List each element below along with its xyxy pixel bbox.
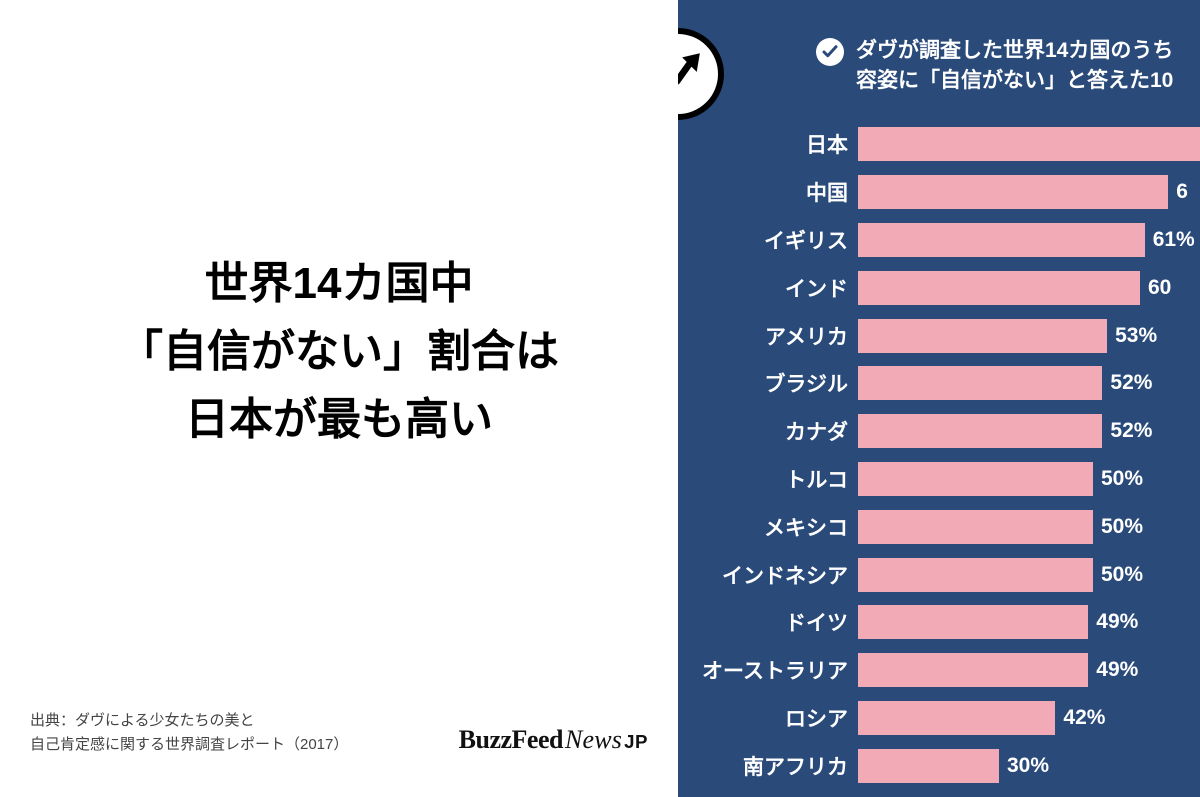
bar-label: ドイツ	[698, 607, 858, 637]
headline-panel: 世界14カ国中 「自信がない」割合は 日本が最も高い 出典：ダヴによる少女たちの…	[0, 0, 678, 797]
bar-row: ブラジル 52%	[698, 362, 1200, 405]
chart-title-line-1: ダヴが調査した世界14カ国のうち	[856, 36, 1173, 66]
bar-label: 日本	[698, 129, 858, 159]
bar-fill	[858, 701, 1055, 735]
bar-value: 53%	[1115, 324, 1157, 348]
bar-label: ロシア	[698, 703, 858, 733]
bar-row: 中国 6	[698, 171, 1200, 214]
bar-fill	[858, 271, 1140, 305]
headline-line-3: 日本が最も高い	[0, 386, 678, 454]
bar-value: 6	[1176, 180, 1188, 204]
brand-buzzfeed: BuzzFeed	[459, 725, 563, 754]
chart-title-row: ダヴが調査した世界14カ国のうち 容姿に「自信がない」と答えた10	[816, 36, 1200, 97]
bar-value: 60	[1148, 276, 1171, 300]
bar-track: 49%	[858, 605, 1200, 639]
headline-line-1: 世界14カ国中	[0, 250, 678, 318]
bar-fill	[858, 558, 1093, 592]
bar-fill	[858, 462, 1093, 496]
source-line-2: 自己肯定感に関する世界調査レポート（2017）	[30, 733, 348, 757]
bar-row: ロシア 42%	[698, 696, 1200, 739]
bar-row: ドイツ 49%	[698, 601, 1200, 644]
bar-label: 中国	[698, 177, 858, 207]
bar-row: 南アフリカ 30%	[698, 744, 1200, 787]
bar-fill	[858, 605, 1088, 639]
bar-row: インドネシア 50%	[698, 553, 1200, 596]
chart-panel: ダヴが調査した世界14カ国のうち 容姿に「自信がない」と答えた10 日本中国 6 イ…	[678, 0, 1200, 797]
bar-label: アメリカ	[698, 321, 858, 351]
bar-fill	[858, 175, 1168, 209]
brand-logo: BuzzFeedNewsJP	[459, 725, 648, 755]
bar-track: 49%	[858, 653, 1200, 687]
bar-row: 日本	[698, 123, 1200, 166]
bar-row: メキシコ 50%	[698, 505, 1200, 548]
bar-value: 52%	[1110, 371, 1152, 395]
bar-value: 50%	[1101, 515, 1143, 539]
bar-track: 50%	[858, 462, 1200, 496]
bar-value: 49%	[1096, 658, 1138, 682]
chart-title-line-2: 容姿に「自信がない」と答えた10	[856, 66, 1173, 96]
source-citation: 出典：ダヴによる少女たちの美と 自己肯定感に関する世界調査レポート（2017）	[30, 709, 348, 757]
bar-row: イギリス 61%	[698, 218, 1200, 261]
bar-track: 52%	[858, 366, 1200, 400]
bar-value: 52%	[1110, 419, 1152, 443]
bar-label: インド	[698, 273, 858, 303]
bar-row: トルコ 50%	[698, 457, 1200, 500]
bar-fill	[858, 127, 1200, 161]
bar-fill	[858, 366, 1102, 400]
bar-row: インド 60	[698, 266, 1200, 309]
bar-fill	[858, 414, 1102, 448]
bar-track: 60	[858, 271, 1200, 305]
bar-row: カナダ 52%	[698, 410, 1200, 453]
bar-label: オーストラリア	[698, 655, 858, 685]
bar-track: 52%	[858, 414, 1200, 448]
bar-value: 50%	[1101, 467, 1143, 491]
bar-value: 61%	[1153, 228, 1195, 252]
bar-track: 30%	[858, 749, 1200, 783]
checkmark-icon	[816, 38, 844, 66]
bar-label: メキシコ	[698, 512, 858, 542]
bar-value: 42%	[1063, 706, 1105, 730]
source-line-1: 出典：ダヴによる少女たちの美と	[30, 709, 348, 733]
headline-line-2: 「自信がない」割合は	[0, 318, 678, 386]
bar-fill	[858, 319, 1107, 353]
bar-fill	[858, 223, 1145, 257]
bar-value: 30%	[1007, 754, 1049, 778]
bar-label: トルコ	[698, 464, 858, 494]
brand-news: News	[565, 725, 622, 754]
brand-jp: JP	[624, 731, 648, 752]
bar-value: 50%	[1101, 563, 1143, 587]
bar-fill	[858, 749, 999, 783]
bar-label: カナダ	[698, 416, 858, 446]
bar-label: ブラジル	[698, 368, 858, 398]
bar-value: 49%	[1096, 610, 1138, 634]
bar-track: 6	[858, 175, 1200, 209]
bar-track	[858, 127, 1200, 161]
bar-track: 53%	[858, 319, 1200, 353]
bar-chart: 日本中国 6 イギリス 61% インド 60 アメリカ 53% ブラジル 52% カナダ 52% トルコ…	[698, 123, 1200, 787]
bar-label: イギリス	[698, 225, 858, 255]
bar-track: 50%	[858, 510, 1200, 544]
bar-row: オーストラリア 49%	[698, 649, 1200, 692]
bar-label: 南アフリカ	[698, 751, 858, 781]
bar-label: インドネシア	[698, 560, 858, 590]
chart-title: ダヴが調査した世界14カ国のうち 容姿に「自信がない」と答えた10	[856, 36, 1173, 97]
buzzfeed-arrow-icon	[678, 28, 724, 120]
bar-row: アメリカ 53%	[698, 314, 1200, 357]
bar-fill	[858, 653, 1088, 687]
headline: 世界14カ国中 「自信がない」割合は 日本が最も高い	[0, 250, 678, 455]
bar-fill	[858, 510, 1093, 544]
bar-track: 50%	[858, 558, 1200, 592]
bar-track: 42%	[858, 701, 1200, 735]
bar-track: 61%	[858, 223, 1200, 257]
